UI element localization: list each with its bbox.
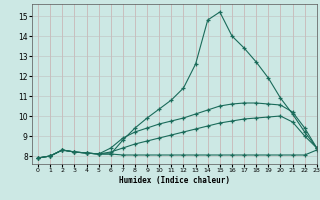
X-axis label: Humidex (Indice chaleur): Humidex (Indice chaleur)	[119, 176, 230, 185]
